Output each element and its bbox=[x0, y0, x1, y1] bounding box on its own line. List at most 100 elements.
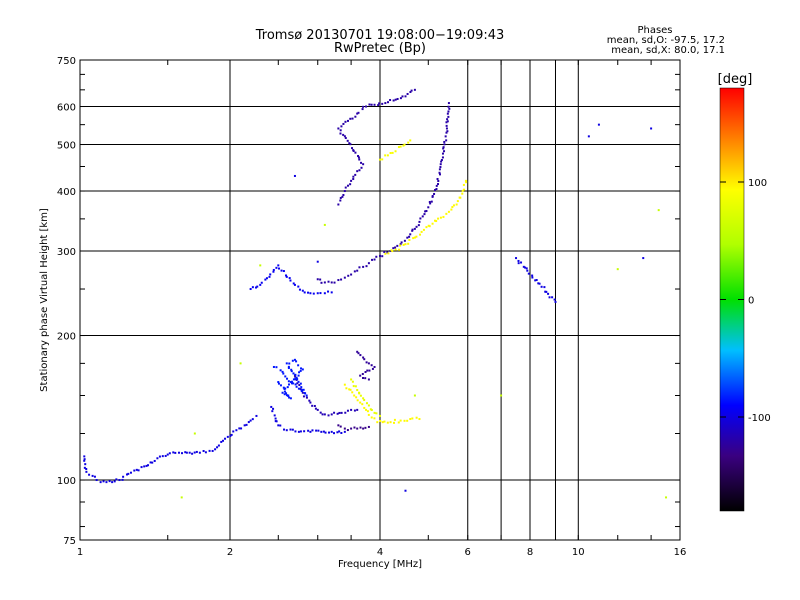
data-point bbox=[406, 92, 409, 95]
data-point bbox=[282, 270, 285, 273]
data-point bbox=[356, 112, 359, 115]
data-point bbox=[339, 425, 342, 428]
data-point bbox=[350, 427, 353, 430]
data-point bbox=[368, 103, 371, 106]
data-point bbox=[83, 458, 86, 461]
data-point bbox=[396, 244, 399, 247]
data-point bbox=[340, 125, 343, 128]
data-point bbox=[156, 457, 159, 460]
data-point bbox=[462, 183, 465, 186]
data-point bbox=[522, 265, 525, 268]
data-point bbox=[367, 404, 370, 407]
colorbar-tick-label: 100 bbox=[748, 178, 767, 189]
data-point bbox=[408, 239, 411, 242]
data-point bbox=[445, 131, 448, 134]
data-point bbox=[393, 418, 396, 421]
data-point bbox=[401, 95, 404, 98]
data-point bbox=[226, 435, 229, 438]
data-point bbox=[293, 358, 296, 361]
data-point bbox=[285, 275, 288, 278]
data-point bbox=[399, 97, 402, 100]
data-point bbox=[459, 196, 462, 199]
data-point bbox=[319, 278, 322, 281]
data-points bbox=[83, 88, 668, 499]
data-point bbox=[419, 233, 422, 236]
data-point bbox=[365, 402, 368, 405]
data-point bbox=[289, 381, 292, 384]
data-point bbox=[91, 474, 94, 477]
data-point bbox=[362, 377, 365, 380]
data-point bbox=[415, 225, 418, 228]
data-point bbox=[133, 469, 136, 472]
data-point bbox=[188, 451, 191, 454]
data-point bbox=[355, 396, 358, 399]
data-point bbox=[111, 481, 114, 484]
data-point bbox=[300, 367, 303, 370]
data-point bbox=[294, 378, 297, 381]
data-point bbox=[358, 169, 361, 172]
data-point bbox=[305, 396, 308, 399]
data-point bbox=[238, 427, 241, 430]
data-point bbox=[347, 274, 350, 277]
data-point bbox=[543, 286, 546, 289]
data-point bbox=[84, 463, 87, 466]
data-point bbox=[446, 130, 449, 133]
data-point bbox=[301, 391, 304, 394]
data-point bbox=[440, 158, 443, 161]
data-point bbox=[339, 199, 342, 202]
data-point bbox=[230, 433, 233, 436]
legend-line-o: mean, sd,O: -97.5, 17.2 bbox=[607, 35, 725, 46]
data-point bbox=[409, 139, 412, 142]
data-point bbox=[526, 269, 529, 272]
data-point bbox=[349, 117, 352, 120]
data-point bbox=[377, 104, 380, 107]
data-point bbox=[356, 269, 359, 272]
colorbar-tick-label: -100 bbox=[748, 413, 771, 424]
data-point bbox=[174, 451, 177, 454]
legend-line-x: mean, sd,X: 80.0, 17.1 bbox=[611, 45, 725, 56]
data-point bbox=[149, 461, 152, 464]
data-point bbox=[282, 386, 285, 389]
data-point bbox=[406, 419, 409, 422]
data-point bbox=[379, 414, 381, 417]
data-point bbox=[348, 142, 351, 145]
data-point bbox=[412, 237, 415, 240]
data-point bbox=[406, 236, 409, 239]
data-point bbox=[447, 102, 450, 105]
data-point bbox=[407, 242, 410, 245]
data-point bbox=[283, 428, 286, 431]
data-point bbox=[366, 369, 369, 372]
data-point bbox=[535, 279, 538, 282]
data-point bbox=[272, 268, 275, 271]
data-point bbox=[191, 452, 194, 455]
data-point bbox=[517, 262, 520, 265]
data-point bbox=[361, 372, 364, 375]
data-point bbox=[140, 466, 143, 469]
data-point bbox=[452, 204, 455, 207]
data-point bbox=[88, 473, 91, 476]
data-point bbox=[121, 478, 124, 481]
data-point bbox=[375, 412, 378, 415]
data-point bbox=[275, 420, 278, 423]
data-point bbox=[364, 377, 367, 380]
data-point bbox=[260, 281, 263, 284]
data-point bbox=[309, 292, 312, 295]
data-point bbox=[317, 429, 320, 432]
data-point bbox=[445, 124, 448, 127]
data-point bbox=[264, 278, 267, 281]
data-point bbox=[303, 291, 306, 294]
data-point bbox=[290, 368, 293, 371]
data-point bbox=[342, 193, 345, 196]
data-point bbox=[370, 103, 373, 106]
data-point bbox=[350, 378, 353, 381]
data-point bbox=[352, 385, 355, 388]
data-point bbox=[357, 352, 360, 355]
data-point bbox=[538, 282, 541, 285]
x-tick-label: 4 bbox=[377, 547, 383, 558]
data-point bbox=[312, 292, 315, 295]
data-point bbox=[297, 364, 300, 367]
data-point bbox=[548, 296, 551, 299]
data-point bbox=[274, 417, 277, 420]
data-point bbox=[300, 388, 303, 391]
data-point bbox=[214, 448, 217, 451]
